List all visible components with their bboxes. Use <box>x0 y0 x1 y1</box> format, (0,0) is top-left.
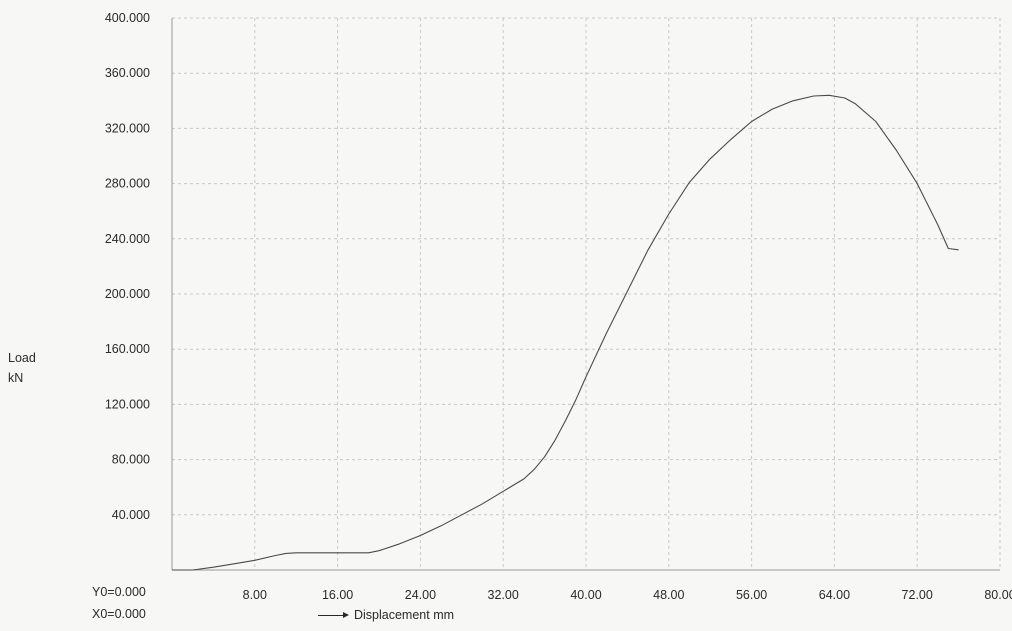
y-tick-label: 40.000 <box>112 508 150 522</box>
y-axis-label-unit: kN <box>8 371 24 385</box>
x-tick-label: 32.00 <box>488 588 519 602</box>
x-tick-label: 24.00 <box>405 588 436 602</box>
y-axis-label-quantity: Load <box>8 351 36 365</box>
y-tick-label: 400.000 <box>105 11 150 25</box>
y-tick-label: 360.000 <box>105 66 150 80</box>
x-tick-label: 72.00 <box>902 588 933 602</box>
y-tick-label: 240.000 <box>105 232 150 246</box>
tick-labels: 8.00 16.00 24.00 32.00 40.00 48.00 56.00 64.00 7… <box>105 11 1012 602</box>
y-axis-label: Load kN <box>8 348 36 388</box>
y-tick-label: 200.000 <box>105 287 150 301</box>
x-tick-label: 48.00 <box>653 588 684 602</box>
x-tick-label: 40.00 <box>570 588 601 602</box>
x-tick-label: 16.00 <box>322 588 353 602</box>
x-origin-label: X0=0.000 <box>92 607 146 621</box>
series-layer <box>172 94 959 571</box>
arrow-right-icon <box>318 612 349 619</box>
y-tick-label: 80.000 <box>112 453 150 467</box>
x-tick-label: 8.00 <box>243 588 267 602</box>
y-tick-label: 120.000 <box>105 397 150 411</box>
x-tick-label: 80.00 <box>984 588 1012 602</box>
series-line <box>172 94 959 571</box>
axes <box>171 18 1000 571</box>
x-tick-label: 64.00 <box>819 588 850 602</box>
y-tick-label: 280.000 <box>105 177 150 191</box>
y-tick-label: 320.000 <box>105 121 150 135</box>
y-origin-label: Y0=0.000 <box>92 585 146 599</box>
x-axis-label: Displacement mm <box>318 608 454 622</box>
grid <box>172 17 1001 570</box>
x-tick-label: 56.00 <box>736 588 767 602</box>
y-tick-label: 160.000 <box>105 342 150 356</box>
x-axis-label-text: Displacement mm <box>354 608 455 622</box>
